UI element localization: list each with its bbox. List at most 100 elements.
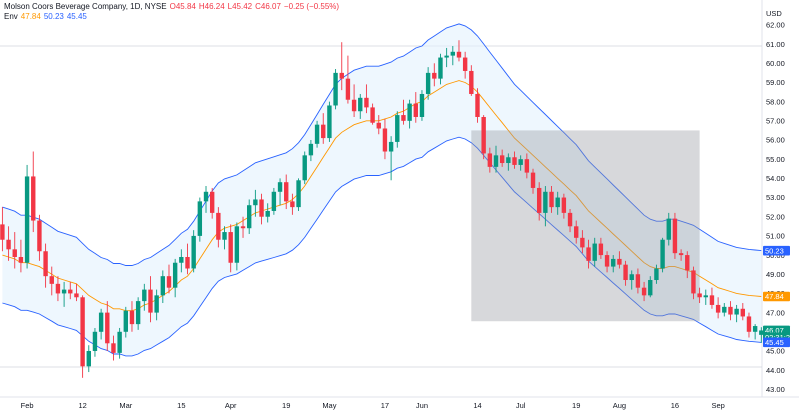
price-tick-label: 53.00 (766, 193, 785, 202)
candle-body (18, 256, 24, 263)
candle-body (148, 289, 153, 313)
candle-body (86, 350, 91, 367)
candle-body (296, 180, 301, 208)
low-value: L45.42 (227, 2, 253, 11)
candle-body (24, 176, 30, 263)
candle-body (444, 55, 449, 58)
candle-body (49, 276, 54, 284)
time-tick-label: 16 (671, 401, 679, 410)
time-tick-label: Sep (711, 401, 724, 410)
envelope-basis-line (2, 80, 762, 312)
candle-body (388, 141, 394, 152)
price-badge (763, 245, 790, 256)
candle-body (209, 191, 215, 213)
candle-body (641, 287, 647, 296)
candle-body (512, 157, 517, 165)
price-tick-label: 54.00 (766, 174, 785, 183)
price-tick-label: 49.00 (766, 270, 785, 279)
time-tick-label: Jul (516, 401, 526, 410)
indicator-lower-value: 45.45 (66, 12, 87, 21)
candle-body (364, 97, 369, 108)
candle-body (648, 280, 653, 296)
candle-body (518, 159, 523, 165)
indicator-name[interactable]: Env (4, 12, 18, 21)
candle-body (0, 224, 5, 240)
candle-body (333, 72, 338, 106)
candle-body (98, 312, 104, 332)
candle-body (277, 182, 283, 192)
price-badge (763, 291, 790, 302)
candle-body (31, 176, 36, 221)
candle-body (499, 155, 505, 164)
candle-body (574, 226, 579, 238)
candle-body (166, 276, 172, 288)
candle-body (654, 268, 659, 281)
envelope-fill (2, 23, 762, 356)
candle-body (660, 239, 665, 269)
candle-body (617, 258, 622, 265)
candle-body (123, 310, 128, 332)
time-tick-label: Feb (21, 401, 34, 410)
candle-body (382, 128, 388, 152)
candle-body (12, 249, 17, 257)
candle-body (185, 256, 190, 269)
price-tick-label: 51.00 (766, 232, 785, 241)
annotation-box (471, 130, 700, 322)
candle-body (370, 107, 375, 123)
currency-label: USD (766, 9, 782, 18)
candle-body (678, 253, 684, 256)
candle-body (703, 295, 708, 298)
time-tick-label: 17 (381, 401, 389, 410)
candle-body (351, 99, 357, 112)
candle-body (339, 72, 344, 79)
candle-body (92, 331, 98, 351)
change-value: −0.25 (−0.55%) (283, 2, 340, 11)
candle-body (172, 262, 178, 288)
candle-body (345, 78, 351, 100)
candle-body (623, 264, 628, 281)
candle-body (68, 289, 73, 294)
candle-body (314, 124, 320, 144)
price-tick-label: 60.00 (766, 59, 785, 68)
candle-body (358, 97, 363, 112)
candle-body (438, 57, 443, 79)
candle-body (506, 157, 511, 164)
candle-body (493, 155, 499, 167)
candle-body (592, 243, 597, 261)
candle-body (666, 218, 671, 240)
candle-body (302, 155, 307, 181)
candle-body (611, 258, 616, 267)
candle-body (327, 105, 332, 139)
price-tick-label: 52.00 (766, 212, 785, 221)
time-tick-label: 14 (473, 401, 481, 410)
candle-body (722, 306, 727, 313)
candle-body (247, 205, 252, 229)
candle-body (462, 57, 468, 71)
candle-body (308, 143, 314, 156)
symbol-title[interactable]: Molson Coors Beverage Company, 1D, NYSE (4, 2, 167, 11)
candle-body (685, 255, 690, 271)
candle-body (401, 115, 406, 121)
close-value: C46.07 (255, 2, 281, 11)
candle-body (530, 172, 536, 188)
time-tick-label: 12 (78, 401, 86, 410)
candle-body (160, 276, 166, 296)
candle-body (728, 306, 733, 315)
candle-body (425, 72, 431, 94)
time-tick-label: Jun (416, 401, 428, 410)
time-axis[interactable]: Feb 12 Mar 15 Apr 19 May 17 Jun 14 Jul 19 Aug 16 Sep (21, 401, 725, 410)
price-tick-label: 59.00 (766, 78, 785, 87)
candle-body (43, 251, 48, 277)
price-tick-label: 43.00 (766, 385, 785, 394)
candle-body (240, 226, 246, 229)
candle-body (129, 310, 135, 325)
candle-body (154, 295, 159, 313)
envelope-band (2, 23, 762, 357)
time-tick-label: Aug (613, 401, 626, 410)
candle-body (580, 237, 585, 248)
candle-body (487, 153, 493, 167)
candle-body (284, 182, 289, 202)
price-badge (763, 337, 790, 348)
